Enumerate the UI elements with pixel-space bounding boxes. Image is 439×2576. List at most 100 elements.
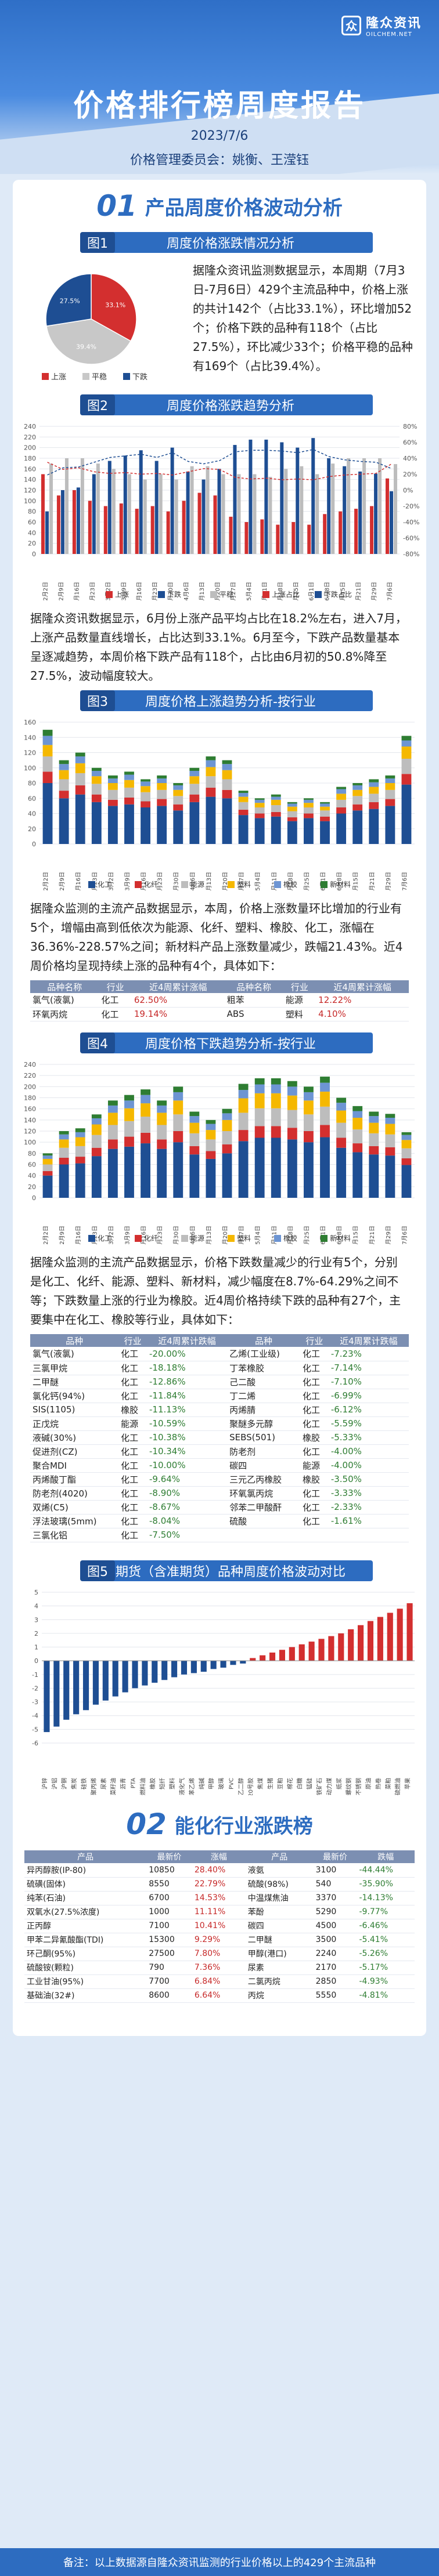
section1-card: 01 产品周度价格波动分析 图1 周度价格涨跌情况分析 33.1% 39.4% 27… bbox=[13, 180, 426, 2036]
table-row: 三氯甲烷 化工 -18.18% 丁苯橡胶 化工 -7.14% bbox=[30, 1361, 409, 1375]
x-tick-label: 6月8日 bbox=[336, 872, 343, 890]
stacked-bar-segment bbox=[401, 747, 412, 759]
bar bbox=[150, 506, 154, 554]
stacked-bar-segment bbox=[222, 1131, 232, 1144]
x-tick-label: 玻璃 bbox=[218, 1778, 225, 1789]
table-cell: 尿素 bbox=[245, 1961, 314, 1975]
table-cell: -3.50% bbox=[328, 1472, 409, 1487]
table-cell: 能源 bbox=[283, 993, 316, 1008]
stacked-bar-segment bbox=[369, 1122, 379, 1133]
y2-tick-label: 0% bbox=[403, 487, 413, 494]
stacked-bar-segment bbox=[124, 1108, 134, 1121]
stacked-bar-segment bbox=[75, 773, 85, 785]
bar bbox=[112, 1661, 118, 1697]
y2-tick-label: -20% bbox=[403, 503, 419, 510]
stacked-bar-segment bbox=[59, 770, 69, 780]
x-tick-label: PVC bbox=[228, 1778, 235, 1789]
stacked-bar-segment bbox=[173, 804, 183, 811]
bar bbox=[190, 466, 194, 554]
stacked-bar-segment bbox=[206, 1158, 216, 1198]
stacked-bar-segment bbox=[222, 1108, 232, 1114]
stacked-bar-segment bbox=[254, 803, 265, 807]
stacked-bar-segment bbox=[141, 792, 150, 802]
section1-heading: 01 产品周度价格波动分析 bbox=[13, 186, 426, 226]
stacked-bar-segment bbox=[206, 1151, 216, 1159]
stacked-bar-segment bbox=[124, 804, 134, 844]
bar bbox=[92, 1661, 99, 1705]
y-tick-label: -1 bbox=[32, 1671, 38, 1679]
x-tick-label: 菜籽油 bbox=[110, 1778, 117, 1795]
bar bbox=[213, 495, 217, 554]
stacked-bar-segment bbox=[238, 1113, 249, 1131]
stacked-bar-segment bbox=[91, 1156, 102, 1198]
y-tick-label: -5 bbox=[32, 1726, 38, 1733]
bar bbox=[387, 1613, 393, 1661]
stacked-bar-segment bbox=[141, 781, 150, 787]
table-row: 基础油(32#) 8600 6.64% 丙烷 5550 -4.81% bbox=[24, 1988, 415, 2003]
stacked-bar-segment bbox=[107, 1148, 118, 1198]
table-cell: 液氨 bbox=[245, 1863, 314, 1878]
stacked-bar-segment bbox=[75, 785, 85, 795]
bar bbox=[64, 458, 69, 554]
stacked-bar-segment bbox=[141, 807, 150, 844]
stacked-bar-segment bbox=[238, 802, 249, 810]
stacked-bar-segment bbox=[59, 760, 69, 765]
bar bbox=[269, 1653, 276, 1661]
stacked-bar-segment bbox=[42, 730, 53, 736]
y-tick-label: 80 bbox=[28, 508, 36, 516]
stacked-bar-segment bbox=[304, 803, 314, 807]
y-tick-label: 160 bbox=[24, 719, 36, 726]
y-tick-label: 100 bbox=[24, 497, 36, 505]
section1-number: 01 bbox=[96, 189, 137, 223]
legend-label: 下跌占比 bbox=[324, 590, 352, 599]
table-cell: 6.84% bbox=[192, 1974, 246, 1989]
stacked-bar-segment bbox=[369, 1146, 379, 1155]
stacked-bar-segment bbox=[42, 756, 53, 772]
stacked-bar-segment bbox=[304, 1086, 314, 1092]
y-tick-label: 20 bbox=[28, 1183, 36, 1191]
bar bbox=[307, 524, 311, 554]
legend-label: 能源 bbox=[190, 881, 204, 889]
stacked-bar-segment bbox=[157, 1148, 167, 1198]
pie-slice bbox=[46, 318, 132, 365]
stacked-bar-segment bbox=[91, 794, 102, 802]
table-row: 液碱(30%) 化工 -10.38% SEBS(501) 橡胶 -5.33% bbox=[30, 1430, 409, 1445]
stacked-bar-segment bbox=[124, 1095, 134, 1101]
stacked-bar-segment bbox=[141, 786, 150, 792]
stacked-bar-segment bbox=[222, 1144, 232, 1154]
bar bbox=[53, 1661, 60, 1727]
table-cell: 3500 bbox=[313, 1933, 357, 1947]
stacked-bar-segment bbox=[75, 752, 85, 757]
stacked-bar-segment bbox=[238, 815, 249, 844]
legend-label: 平稳 bbox=[220, 590, 233, 599]
x-tick-label: 低硫燃油 bbox=[394, 1778, 402, 1795]
x-tick-label: 棉花 bbox=[286, 1778, 294, 1789]
y-tick-label: 140 bbox=[24, 734, 36, 741]
fig3-title: 周度价格上涨趋势分析-按行业 bbox=[145, 695, 316, 709]
table-cell: 丙烯腈 bbox=[227, 1403, 300, 1417]
bar bbox=[237, 474, 241, 554]
table-header-cell: 产品 bbox=[24, 1850, 147, 1863]
x-tick-label: 4月6日 bbox=[189, 1226, 196, 1244]
y-tick-label: 0 bbox=[32, 840, 36, 848]
stacked-bar-segment bbox=[385, 1134, 395, 1147]
stacked-bar-segment bbox=[206, 756, 216, 760]
table-cell: 氯气(液氯) bbox=[30, 993, 99, 1008]
fig3-paragraph: 据隆众监测的主流产品数据显示，本周，价格上涨数量环比增加的行业有5个，增幅由高到… bbox=[30, 901, 403, 973]
stacked-bar-segment bbox=[320, 1106, 330, 1125]
y-tick-label: 60 bbox=[28, 795, 36, 802]
stacked-bar-segment bbox=[304, 798, 314, 800]
y-tick-label: 40 bbox=[28, 529, 36, 537]
bar bbox=[318, 1639, 325, 1661]
stacked-bar-segment bbox=[336, 1103, 347, 1111]
x-tick-label: 20号胶 bbox=[247, 1778, 254, 1795]
stacked-bar-segment bbox=[124, 787, 134, 798]
y2-tick-label: -80% bbox=[403, 550, 419, 558]
stacked-bar-segment bbox=[401, 1132, 412, 1135]
stacked-bar-segment bbox=[385, 778, 395, 783]
x-tick-label: PTA bbox=[131, 1778, 137, 1788]
stacked-bar-segment bbox=[75, 756, 85, 763]
table-header-cell: 行业 bbox=[118, 1334, 147, 1347]
table-cell: 化工 bbox=[118, 1347, 147, 1361]
table-row: 正戊烷 能源 -10.59% 聚醚多元醇 化工 -5.59% bbox=[30, 1416, 409, 1431]
